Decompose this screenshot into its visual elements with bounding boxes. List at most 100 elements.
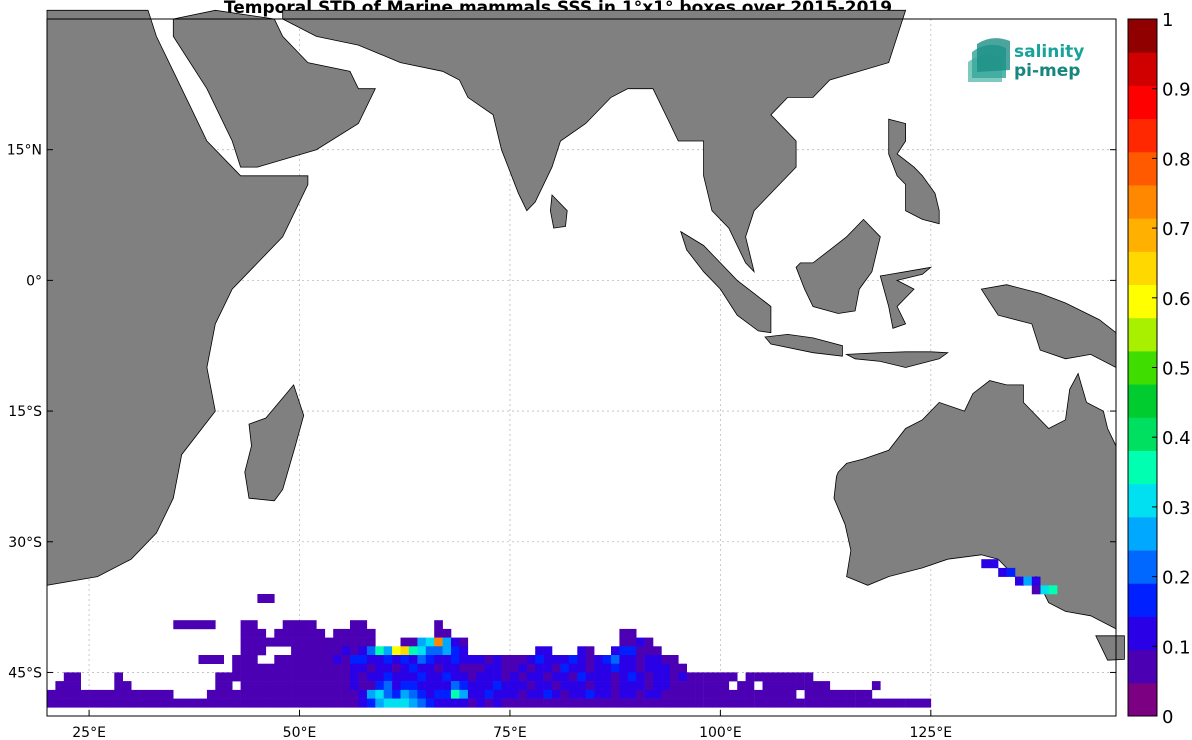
std-cell [459, 663, 469, 673]
std-cell [375, 646, 384, 656]
std-cell [451, 689, 460, 699]
std-cell [484, 698, 494, 708]
std-cell [745, 698, 755, 708]
std-cell [282, 681, 292, 691]
std-cell [257, 698, 267, 708]
std-cell [206, 689, 216, 699]
std-cell [434, 681, 443, 691]
std-cell [383, 698, 393, 708]
std-cell [560, 655, 570, 664]
std-cell [274, 698, 283, 708]
std-cell [341, 655, 351, 664]
std-cell [501, 689, 511, 699]
std-cell [1006, 567, 1016, 577]
std-cell [451, 663, 460, 673]
y-tick-label: 15°S [8, 404, 42, 420]
colorbar-segment [1128, 450, 1157, 485]
std-cell [417, 698, 427, 708]
std-cell [568, 681, 578, 691]
std-cell [316, 655, 326, 664]
std-cell [476, 689, 485, 699]
std-cell [383, 672, 393, 682]
std-cell [282, 672, 292, 682]
std-cell [291, 620, 300, 630]
std-cell [240, 620, 250, 630]
std-cell [324, 689, 334, 699]
std-cell [594, 681, 603, 691]
std-cell [703, 698, 713, 708]
std-cell [265, 637, 275, 647]
std-cell [577, 698, 586, 708]
std-cell [467, 698, 477, 708]
std-cell [518, 672, 528, 682]
std-cell [375, 655, 384, 664]
std-cell [535, 698, 544, 708]
std-cell [720, 689, 730, 699]
std-cell [265, 672, 275, 682]
land-iran-india [282, 9, 907, 274]
std-cell [240, 655, 250, 664]
std-cell [863, 689, 873, 699]
std-cell [585, 663, 595, 673]
std-cell [914, 698, 923, 708]
x-axis: 25°E 50°E 75°E 100°E 125°E [72, 710, 952, 740]
y-tick-label: 15°N [7, 143, 42, 159]
std-cell [518, 681, 528, 691]
std-cell [880, 698, 889, 708]
std-cell [619, 637, 629, 647]
std-cell [400, 646, 410, 656]
std-cell [291, 663, 300, 673]
std-cell [871, 681, 881, 691]
std-cell [821, 689, 831, 699]
x-tick-label: 25°E [72, 725, 106, 740]
std-cell [257, 646, 267, 656]
std-cell [257, 663, 267, 673]
std-cell [131, 698, 140, 708]
std-cell [737, 681, 746, 691]
std-cell [400, 655, 410, 664]
std-cell [855, 689, 864, 699]
std-cell [535, 689, 544, 699]
std-cell [156, 698, 166, 708]
std-cell [821, 698, 831, 708]
std-cell [299, 646, 309, 656]
std-cell [770, 698, 780, 708]
std-cell [282, 689, 292, 699]
std-cell [307, 698, 317, 708]
std-cell [249, 681, 258, 691]
std-cell [779, 681, 788, 691]
y-tick-label: 30°S [8, 535, 42, 551]
colorbar-segment [1128, 550, 1157, 584]
std-cell [585, 655, 595, 664]
std-cell [265, 698, 275, 708]
std-cell [341, 689, 351, 699]
std-cell [358, 663, 368, 673]
std-cell [568, 672, 578, 682]
std-cell [240, 681, 250, 691]
std-cell [358, 689, 368, 699]
std-cell [636, 689, 645, 699]
std-cell [114, 698, 123, 708]
std-cell [493, 689, 502, 699]
std-cell [712, 681, 721, 691]
std-cell [526, 663, 536, 673]
std-cell [358, 637, 368, 647]
std-cell [644, 698, 654, 708]
std-cell [341, 646, 351, 656]
colorbar-tick-label: 0.5 [1162, 359, 1191, 380]
std-cell [594, 672, 603, 682]
colorbar-segment [1128, 52, 1157, 86]
std-cell [678, 689, 687, 699]
std-cell [164, 698, 174, 708]
std-cell [501, 663, 511, 673]
std-cell [560, 698, 570, 708]
std-cell [350, 698, 359, 708]
std-cell [249, 672, 258, 682]
std-cell [577, 646, 586, 656]
std-cell [417, 663, 427, 673]
std-cell [669, 672, 679, 682]
std-cell [307, 681, 317, 691]
std-cell [240, 646, 250, 656]
std-cell [408, 637, 418, 647]
std-cell [240, 637, 250, 647]
